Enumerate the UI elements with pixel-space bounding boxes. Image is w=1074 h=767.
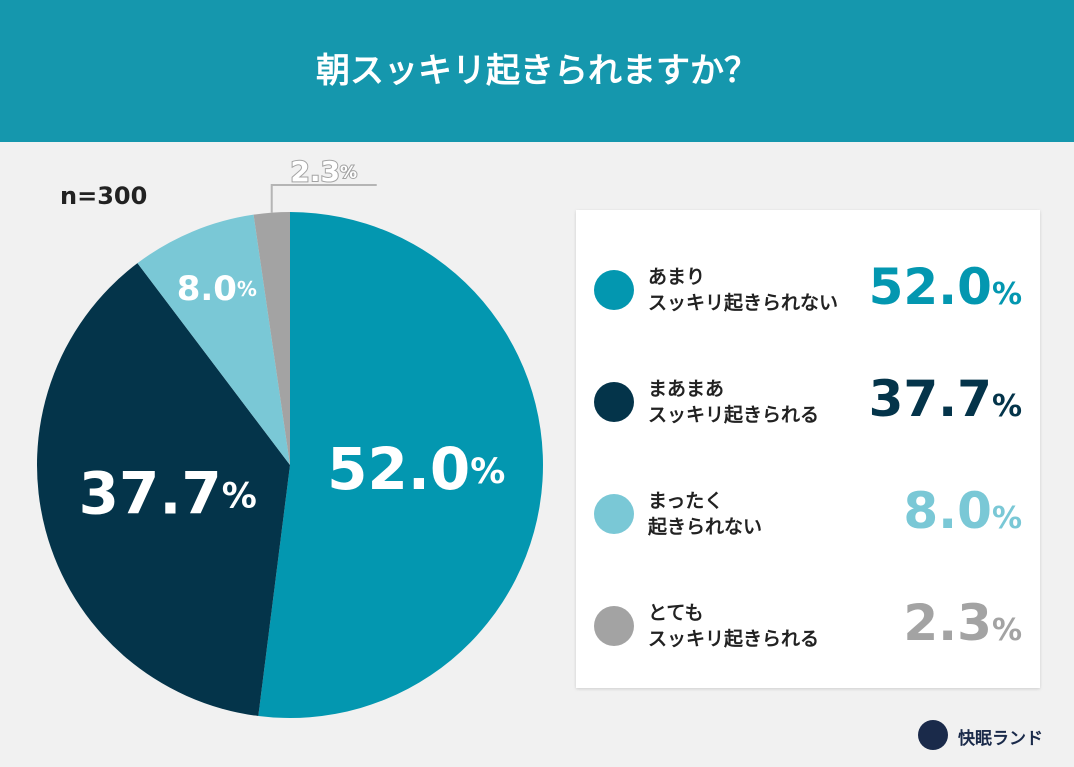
legend: あまり スッキリ起きられない 52.0% まあまあ スッキリ起きられる 37.7% まっ… [576, 210, 1040, 688]
brand-name: 快眠ランド [958, 729, 1043, 749]
sample-size: n=300 [60, 182, 148, 210]
legend-item: まったく 起きられない 8.0% [576, 474, 1040, 554]
brand-logo [918, 720, 948, 750]
slice-label: 52.0% [327, 435, 505, 503]
slice-label: 8.0% [177, 268, 257, 308]
pie-slice [253, 212, 290, 465]
legend-label: あまり スッキリ起きられない [648, 266, 839, 314]
legend-item: とても スッキリ起きられる 2.3% [576, 586, 1040, 666]
legend-swatch [594, 382, 634, 422]
legend-item: まあまあ スッキリ起きられる 37.7% [576, 362, 1040, 442]
leader-line [270, 184, 377, 213]
legend-label: まったく 起きられない [648, 490, 763, 538]
legend-label: とても スッキリ起きられる [648, 602, 820, 650]
legend-swatch [594, 270, 634, 310]
legend-value: 2.3% [903, 594, 1022, 652]
legend-label: まあまあ スッキリ起きられる [648, 378, 820, 426]
slice-label: 2.3% [290, 155, 357, 188]
slice-label: 37.7% [79, 460, 257, 528]
legend-value: 52.0% [868, 258, 1022, 316]
pie-slice [36, 263, 291, 717]
pie-slice [258, 212, 543, 718]
legend-value: 8.0% [903, 482, 1022, 540]
legend-swatch [594, 494, 634, 534]
legend-item: あまり スッキリ起きられない 52.0% [576, 250, 1040, 330]
pie-slice [137, 214, 290, 465]
legend-value: 37.7% [868, 370, 1022, 428]
chart-title: 朝スッキリ起きられますか？ [0, 0, 1074, 142]
legend-swatch [594, 606, 634, 646]
